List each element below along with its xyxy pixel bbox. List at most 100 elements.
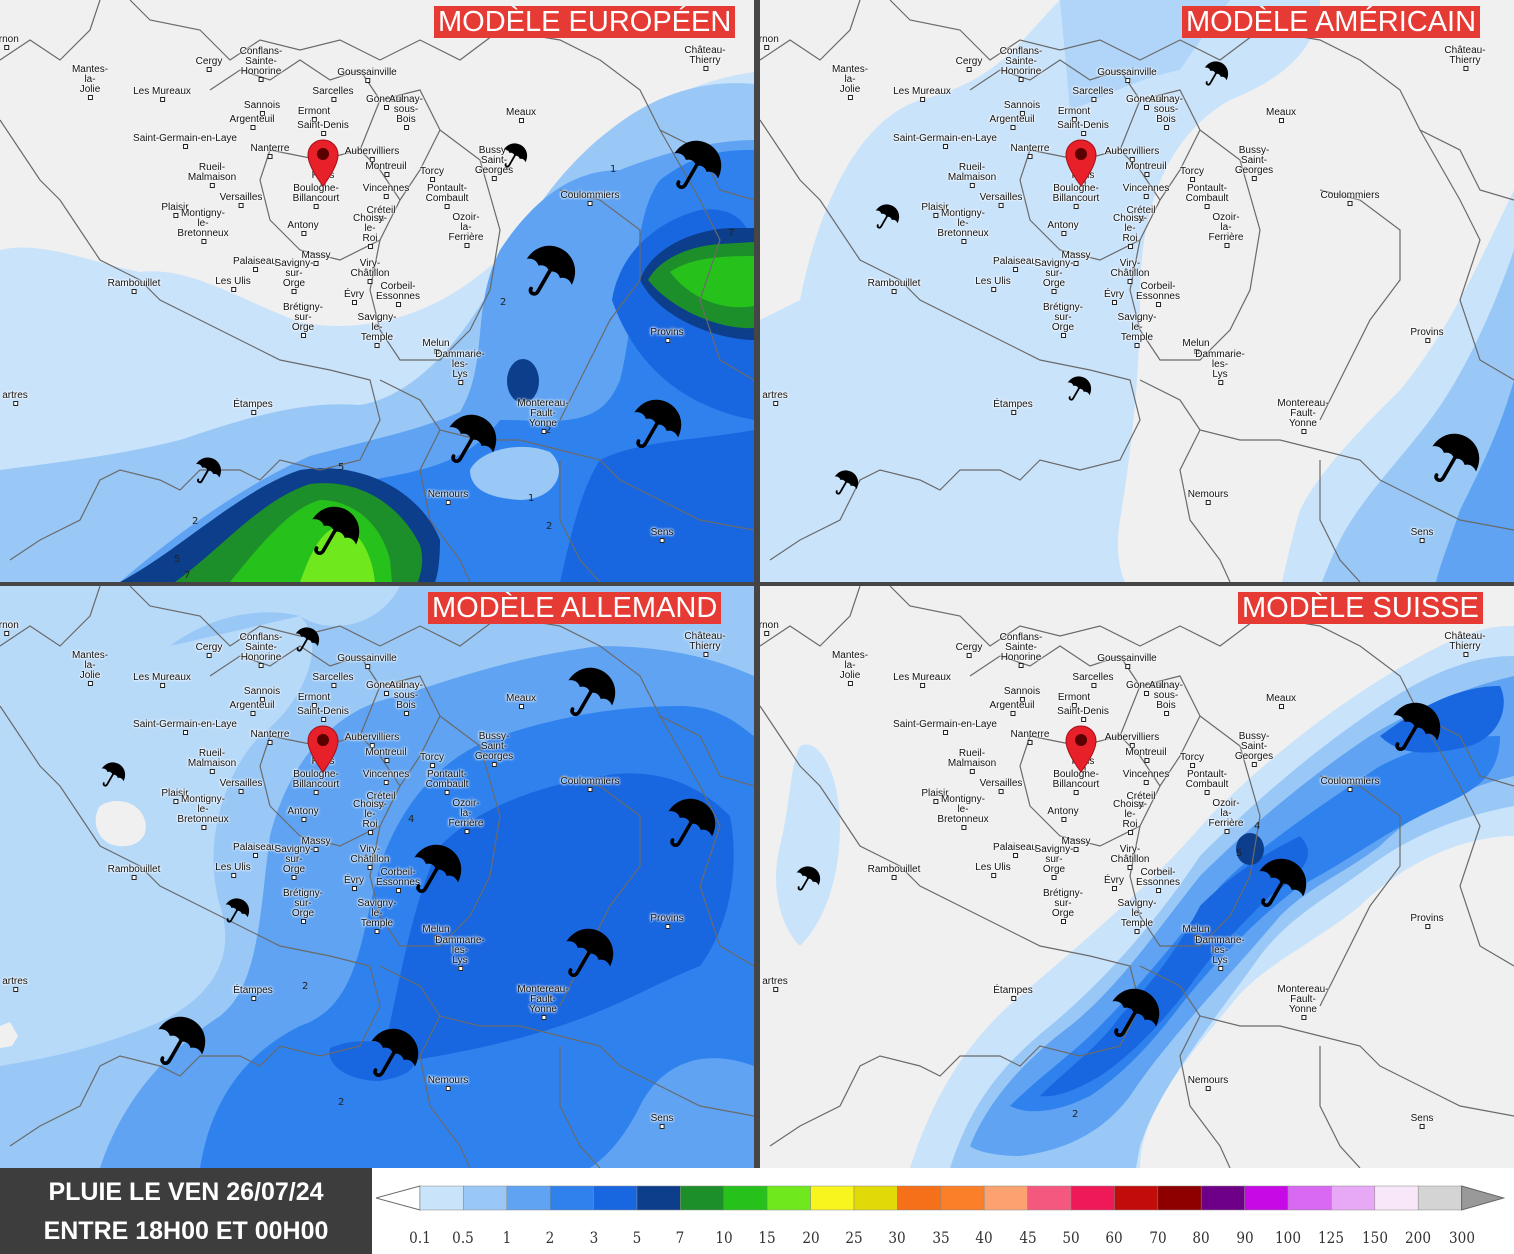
city-label: Montigny- le- Bretonneux	[937, 208, 989, 244]
panel-european: 1 2 2 1 2 5 2 5 7 7 MODÈLE EUROPÉEN Cerg…	[0, 0, 754, 582]
footer: PLUIE LE VEN 26/07/24 ENTRE 18H00 ET 00H…	[0, 1168, 1514, 1254]
city-label: Gonesse	[1125, 680, 1167, 696]
city-label: Ozoir- la- Ferrière	[448, 212, 484, 248]
map-pin-icon	[1065, 139, 1097, 187]
city-label: Palaiseau	[993, 842, 1037, 858]
city-label: Pontault- Combault	[1185, 769, 1229, 795]
contour-label: 7	[184, 570, 190, 581]
legend-tick-label: 30	[888, 1228, 907, 1247]
city-label: Rueil- Malmaison	[947, 162, 997, 188]
panel-title: MODÈLE ALLEMAND	[428, 592, 722, 624]
city-label: Sens	[650, 1113, 674, 1129]
umbrella-icon	[526, 245, 576, 296]
city-label: Massy	[301, 836, 331, 852]
city-label: Provins	[650, 913, 684, 929]
contour-label: 2	[338, 1097, 344, 1108]
city-label: Choisy- le- Roi	[353, 213, 387, 249]
map-pin-icon	[307, 139, 339, 187]
city-label: Évry	[1104, 875, 1124, 891]
city-label: artres	[762, 390, 788, 406]
city-label: Choisy- le- Roi	[353, 799, 387, 835]
legend-tick-label: 2	[545, 1228, 555, 1247]
city-label: Goussainville	[337, 653, 397, 669]
umbrella-icon	[566, 928, 614, 977]
umbrella-icon	[196, 457, 221, 484]
city-label: Montreuil	[1125, 747, 1167, 763]
city-label: Savigny- le- Temple	[357, 312, 397, 348]
city-label: Gonesse	[365, 94, 407, 110]
city-label: Vincennes	[1122, 183, 1170, 199]
city-label: artres	[2, 390, 28, 406]
city-label: Antony	[1047, 220, 1079, 236]
forecast-date: PLUIE LE VEN 26/07/24	[48, 1178, 324, 1206]
city-label: Antony	[287, 806, 319, 822]
city-label: Provins	[650, 327, 684, 343]
legend-swatch	[897, 1185, 942, 1211]
city-label: Ozoir- la- Ferrière	[1208, 212, 1244, 248]
precipitation-legend: 0.1 0.5 1 2 3 5 7 10 15 20 25 30 35 40 45 50 60 70 80 90 100…	[376, 1168, 1514, 1254]
city-label: Versailles	[979, 192, 1023, 208]
contour-label: 4	[408, 814, 414, 825]
city-label: Boulogne- Billancourt	[292, 183, 340, 209]
city-label: Pontault- Combault	[1185, 183, 1229, 209]
city-label: Savigny- sur- Orge	[274, 258, 314, 294]
city-label: Saint-Germain-en-Laye	[133, 133, 237, 149]
city-label: Montigny- le- Bretonneux	[177, 794, 229, 830]
umbrella-icon	[158, 1016, 206, 1065]
umbrella-icon	[1112, 988, 1160, 1037]
city-label: Vincennes	[1122, 769, 1170, 785]
city-label: Aubervilliers	[1104, 732, 1160, 748]
city-label: Boulogne- Billancourt	[1052, 183, 1100, 209]
city-label: Mantes- la- Jolie	[71, 64, 109, 100]
city-label: Nemours	[427, 489, 469, 505]
legend-swatch	[766, 1185, 811, 1211]
city-label: Montreuil	[365, 747, 407, 763]
legend-tick-label: 100	[1275, 1228, 1301, 1247]
city-label: Versailles	[219, 192, 263, 208]
umbrella-icon	[796, 866, 821, 891]
city-label: Cergy	[195, 56, 223, 72]
contour-label: 1	[610, 164, 616, 175]
contour-label: 4	[1254, 821, 1260, 832]
city-label: Viry- Châtillon	[1110, 844, 1150, 870]
city-label: Ermont	[297, 106, 331, 122]
city-label: Saint-Germain-en-Laye	[893, 719, 997, 735]
city-label: Corbeil- Essonnes	[1136, 281, 1180, 307]
city-label: Les Mureaux	[133, 86, 191, 102]
city-label: Coulommiers	[560, 190, 620, 206]
city-label: Massy	[1061, 836, 1091, 852]
city-label: Rueil- Malmaison	[187, 748, 237, 774]
city-label: Cergy	[955, 642, 983, 658]
city-label: Conflans- Sainte- Honorine	[999, 632, 1043, 668]
city-label: Évry	[344, 289, 364, 305]
umbrella-icon	[312, 506, 360, 555]
city-label: Melun	[1182, 338, 1210, 354]
legend-tick-label: 70	[1149, 1228, 1167, 1247]
contour-label: 7	[728, 228, 734, 239]
city-label: Nemours	[427, 1075, 469, 1091]
umbrella-icon	[668, 798, 716, 847]
city-label: Melun	[422, 338, 450, 354]
legend-swatch	[419, 1185, 464, 1211]
city-label: Boulogne- Billancourt	[292, 769, 340, 795]
city-label: Corbeil- Essonnes	[1136, 867, 1180, 893]
city-label: Évry	[1104, 289, 1124, 305]
city-label: Étampes	[993, 985, 1033, 1001]
city-label: Évry	[344, 875, 364, 891]
umbrella-icon	[503, 143, 528, 168]
city-label: Créteil	[366, 205, 396, 221]
city-label: Sens	[1410, 527, 1434, 543]
city-label: ernon	[760, 621, 779, 636]
city-label: Palaiseau	[233, 842, 277, 858]
city-label: Cergy	[955, 56, 983, 72]
legend-tick-label: 90	[1235, 1228, 1254, 1247]
city-label: Rambouillet	[107, 278, 161, 294]
city-label: Ermont	[297, 692, 331, 708]
city-label: Ozoir- la- Ferrière	[1208, 798, 1244, 834]
legend-tick-label: 200	[1405, 1228, 1432, 1247]
city-label: Meaux	[1265, 107, 1297, 123]
city-label: Saint-Denis	[1057, 120, 1109, 136]
city-label: Rueil- Malmaison	[187, 162, 237, 188]
city-label: Nemours	[1187, 489, 1229, 505]
city-label: Ermont	[1057, 106, 1091, 122]
